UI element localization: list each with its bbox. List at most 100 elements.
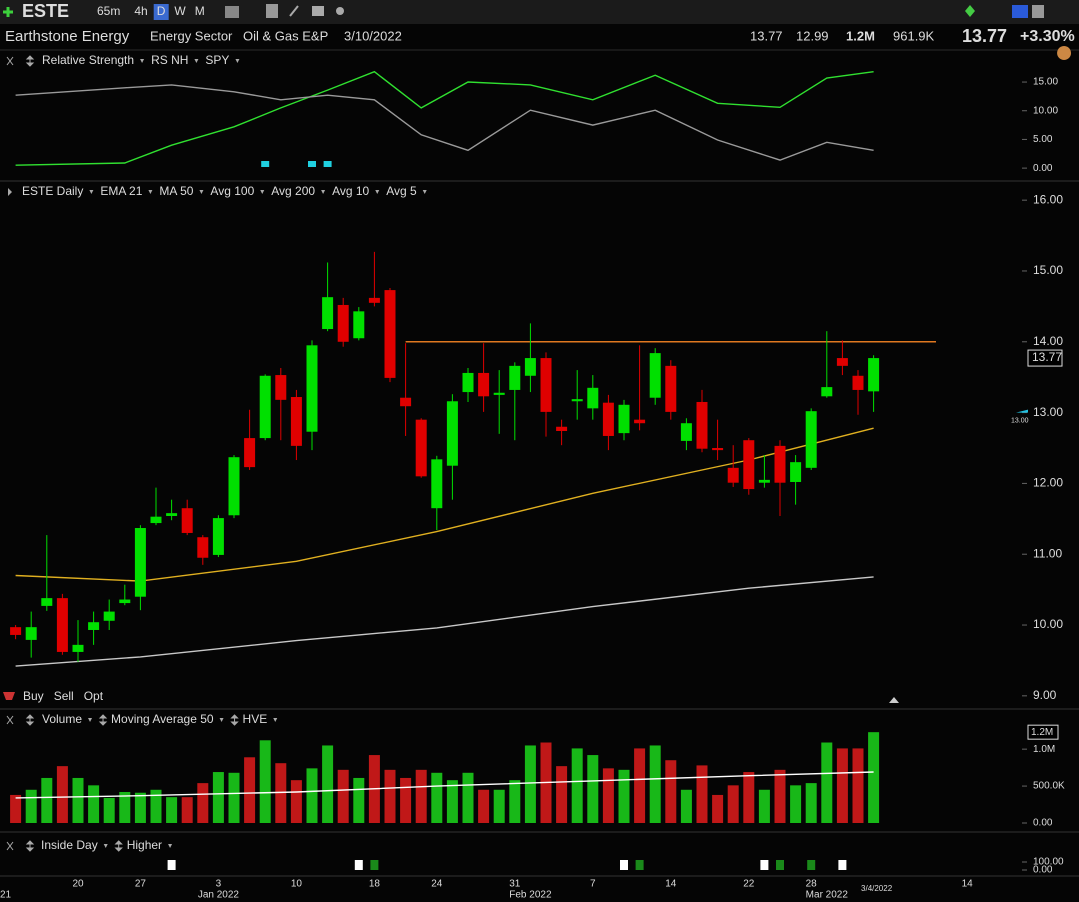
volume-bar bbox=[353, 777, 365, 823]
scroll-arrow[interactable] bbox=[889, 697, 899, 703]
tool-icon[interactable] bbox=[336, 7, 344, 15]
move-handle[interactable] bbox=[25, 55, 35, 67]
candle-body bbox=[181, 508, 193, 533]
candle-body bbox=[540, 358, 552, 412]
move-handle[interactable] bbox=[98, 714, 108, 726]
y-tick-label: 15.00 bbox=[1033, 77, 1058, 88]
candle-body bbox=[431, 459, 443, 509]
trade-button[interactable]: Buy bbox=[23, 689, 44, 703]
draw-icon[interactable] bbox=[289, 5, 299, 17]
x-month-label: 2021 bbox=[0, 890, 12, 901]
legend-entry[interactable]: SPY bbox=[205, 53, 229, 67]
legend-entry[interactable]: Avg 10 bbox=[332, 184, 369, 198]
legend-entry[interactable]: Volume bbox=[42, 712, 82, 726]
dropdown-caret[interactable] bbox=[260, 190, 265, 194]
timeframe[interactable]: 4h bbox=[134, 4, 147, 18]
volume-bar bbox=[805, 783, 817, 823]
candle-body bbox=[197, 537, 209, 558]
timeframe[interactable]: W bbox=[174, 4, 186, 18]
volume-bar bbox=[134, 792, 146, 823]
legend-entry[interactable]: RS NH bbox=[151, 53, 188, 67]
candle-body bbox=[727, 467, 739, 483]
volume-bar bbox=[821, 742, 833, 823]
candle-body bbox=[758, 479, 770, 483]
legend-entry[interactable]: EMA 21 bbox=[100, 184, 142, 198]
dropdown-caret[interactable] bbox=[199, 190, 204, 194]
dropdown-caret[interactable] bbox=[148, 190, 153, 194]
candle-body bbox=[228, 457, 240, 516]
volume-bar bbox=[852, 748, 864, 823]
settings-icon[interactable] bbox=[1057, 46, 1072, 60]
legend-entry[interactable]: ESTE Daily bbox=[22, 184, 83, 198]
candle-body bbox=[259, 375, 271, 439]
dropdown-caret[interactable] bbox=[168, 844, 173, 848]
tool-icon[interactable] bbox=[1032, 5, 1044, 18]
x-cursor-label: 3/4/2022 bbox=[861, 884, 893, 893]
candle-body bbox=[743, 440, 755, 490]
legend-entry[interactable]: Higher bbox=[127, 838, 162, 852]
x-tick-label: 31 bbox=[509, 879, 521, 890]
dropdown-caret[interactable] bbox=[375, 190, 380, 194]
tool-icon[interactable] bbox=[312, 6, 324, 16]
legend-entry[interactable]: Avg 200 bbox=[271, 184, 315, 198]
indicator-line bbox=[15, 576, 874, 667]
move-handle[interactable] bbox=[25, 840, 35, 852]
dropdown-caret[interactable] bbox=[88, 718, 93, 722]
dropdown-caret[interactable] bbox=[422, 190, 427, 194]
expand-icon[interactable] bbox=[8, 188, 12, 196]
y-tick-label: 16.00 bbox=[1033, 192, 1063, 206]
quote: 1.2M bbox=[846, 28, 875, 43]
dropdown-caret[interactable] bbox=[235, 59, 240, 63]
candle-body bbox=[821, 387, 833, 397]
legend-entry[interactable]: MA 50 bbox=[159, 184, 193, 198]
legend-entry[interactable]: Inside Day bbox=[41, 838, 98, 852]
trade-button[interactable]: Opt bbox=[84, 689, 104, 703]
timeframe[interactable]: 65m bbox=[97, 4, 120, 18]
timeframe[interactable]: D bbox=[157, 4, 166, 18]
dropdown-caret[interactable] bbox=[103, 844, 108, 848]
volume-bar bbox=[509, 780, 521, 823]
add-icon[interactable] bbox=[3, 7, 13, 17]
trade-button[interactable]: Sell bbox=[54, 689, 74, 703]
y-tick-label: 10.00 bbox=[1033, 105, 1058, 116]
header-text: Energy Sector bbox=[150, 28, 233, 43]
close-icon[interactable] bbox=[6, 56, 14, 66]
symbol[interactable]: ESTE bbox=[22, 1, 69, 21]
last-volume-box bbox=[1027, 724, 1059, 740]
volume-bar bbox=[290, 780, 302, 823]
volume-bar bbox=[431, 772, 443, 823]
dropdown-caret[interactable] bbox=[219, 718, 224, 722]
legend-entry[interactable]: Avg 5 bbox=[386, 184, 417, 198]
indicator-line bbox=[15, 771, 874, 799]
timeframe[interactable]: M bbox=[195, 4, 205, 18]
dropdown-caret[interactable] bbox=[194, 59, 199, 63]
change: +3.30% bbox=[1020, 28, 1075, 45]
close-icon[interactable] bbox=[6, 715, 14, 725]
volume-bar bbox=[244, 757, 256, 823]
move-handle[interactable] bbox=[114, 840, 123, 852]
dropdown-caret[interactable] bbox=[321, 190, 326, 194]
tool-icon[interactable] bbox=[225, 6, 239, 18]
dropdown-caret[interactable] bbox=[273, 718, 278, 722]
volume-bar bbox=[166, 797, 178, 823]
last-price-label: 13.77 bbox=[1032, 350, 1062, 364]
candle-body bbox=[415, 419, 427, 477]
tool-icon[interactable] bbox=[266, 4, 278, 18]
move-handle[interactable] bbox=[25, 714, 35, 726]
y-tick-label: 0.00 bbox=[1033, 818, 1053, 829]
move-handle[interactable] bbox=[230, 714, 239, 726]
share-icon[interactable] bbox=[1012, 5, 1028, 18]
legend-entry[interactable]: Moving Average 50 bbox=[111, 712, 214, 726]
header-text: Earthstone Energy bbox=[5, 28, 130, 45]
candle-body bbox=[244, 438, 256, 468]
close-icon[interactable] bbox=[6, 841, 14, 851]
dropdown-caret[interactable] bbox=[140, 59, 145, 63]
trade-icon[interactable] bbox=[3, 692, 15, 700]
star-icon[interactable] bbox=[965, 5, 975, 17]
legend-entry[interactable]: Avg 100 bbox=[210, 184, 254, 198]
dropdown-caret[interactable] bbox=[89, 190, 94, 194]
y-tick-label: 10.00 bbox=[1033, 617, 1063, 631]
legend-entry[interactable]: HVE bbox=[243, 712, 268, 726]
legend-entry[interactable]: Relative Strength bbox=[42, 53, 134, 67]
candle-body bbox=[852, 375, 864, 390]
